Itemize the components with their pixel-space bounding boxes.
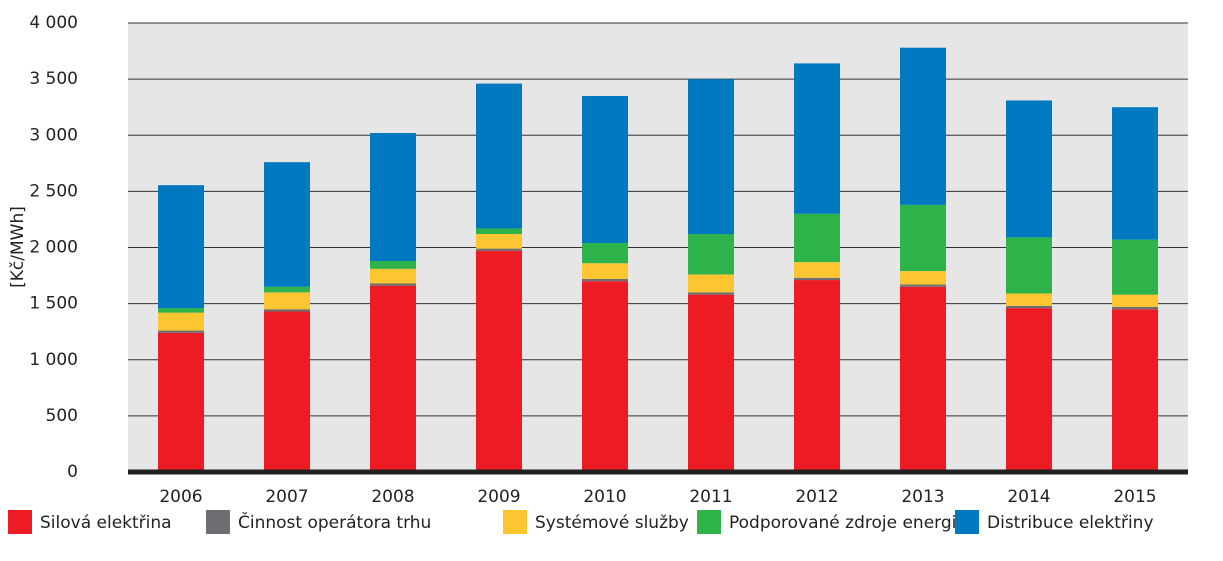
bar-segment (370, 260, 416, 269)
bar-segment (476, 83, 522, 229)
bar-segment (476, 228, 522, 235)
bar-segment (794, 280, 840, 472)
bar-segment (900, 271, 946, 285)
x-tick-label: 2012 (795, 487, 838, 507)
bar-segment (1112, 107, 1158, 240)
bar-segment (582, 95, 628, 244)
y-axis-label: [Kč/MWh] (8, 206, 28, 288)
bar-segment (370, 283, 416, 286)
bar-segment (158, 330, 204, 333)
x-tick-label: 2008 (371, 487, 414, 507)
bar-segment (900, 286, 946, 472)
bar-segment (582, 243, 628, 264)
y-tick-label: 1 500 (29, 294, 78, 314)
bar-segment (264, 311, 310, 472)
legend-swatch (206, 510, 230, 534)
bar-segment (582, 281, 628, 472)
bar-segment (1112, 294, 1158, 307)
x-tick-label: 2013 (901, 487, 944, 507)
legend-swatch (697, 510, 721, 534)
bar-segment (1112, 239, 1158, 295)
bar-segment (158, 185, 204, 309)
bar-segment (794, 262, 840, 278)
bar-segment (158, 308, 204, 313)
bar-segment (158, 332, 204, 472)
bar-segment (370, 285, 416, 472)
bar-segment (370, 133, 416, 261)
legend-label: Podporované zdroje energie (729, 513, 967, 533)
bar-segment (264, 286, 310, 293)
bar-segment (1006, 293, 1052, 306)
y-tick-label: 500 (46, 406, 78, 426)
bar-segment (582, 278, 628, 282)
bar-segment (1006, 308, 1052, 472)
bar-segment (900, 204, 946, 272)
legend-label: Distribuce elektřiny (987, 513, 1154, 533)
y-tick-label: 3 500 (29, 69, 78, 89)
bar-segment (370, 268, 416, 284)
bar-segment (794, 63, 840, 214)
bar-segment (900, 47, 946, 205)
y-tick-label: 2 000 (29, 238, 78, 258)
y-tick-label: 4 000 (29, 13, 78, 33)
bar-segment (794, 213, 840, 263)
legend-swatch (955, 510, 979, 534)
bar-segment (264, 292, 310, 310)
y-tick-label: 0 (67, 462, 78, 482)
bar-segment (1112, 309, 1158, 472)
bar-segment (1112, 306, 1158, 310)
x-tick-label: 2014 (1007, 487, 1050, 507)
y-tick-label: 1 000 (29, 350, 78, 370)
bar-segment (688, 274, 734, 293)
bar-segment (688, 292, 734, 295)
bar-segment (794, 277, 840, 281)
x-tick-label: 2010 (583, 487, 626, 507)
bar-segment (1006, 237, 1052, 294)
x-tick-label: 2006 (159, 487, 202, 507)
bar-segment (476, 248, 522, 251)
y-tick-label: 3 000 (29, 125, 78, 145)
legend-label: Činnost operátora trhu (238, 511, 431, 533)
bar-segment (264, 309, 310, 312)
bar-segment (582, 263, 628, 279)
bar-segment (158, 312, 204, 331)
legend-label: Silová elektřina (40, 513, 172, 533)
bar-segment (1006, 100, 1052, 238)
bar-segment (688, 234, 734, 275)
x-tick-label: 2015 (1113, 487, 1156, 507)
legend-label: Systémové služby (535, 513, 689, 533)
bar-segment (264, 162, 310, 287)
bar-segment (688, 294, 734, 472)
y-tick-label: 2 500 (29, 181, 78, 201)
bar-segment (476, 234, 522, 249)
legend-swatch (503, 510, 527, 534)
bar-segment (1006, 305, 1052, 309)
x-tick-label: 2007 (265, 487, 308, 507)
bar-segment (688, 79, 734, 235)
x-tick-label: 2009 (477, 487, 520, 507)
legend-swatch (8, 510, 32, 534)
x-tick-label: 2011 (689, 487, 732, 507)
bar-segment (476, 250, 522, 472)
bar-segment (900, 284, 946, 287)
